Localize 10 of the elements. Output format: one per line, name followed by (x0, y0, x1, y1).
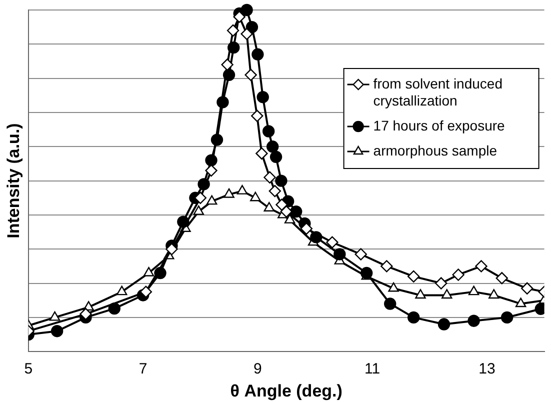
legend-label: from solvent induced crystallization (373, 75, 502, 108)
x-axis-title: θ Angle (deg.) (230, 381, 342, 400)
x-tick-label: 13 (478, 360, 496, 378)
legend-label: armorphous sample (373, 142, 498, 158)
x-tick-label: 5 (24, 360, 33, 378)
x-tick-label: 9 (254, 360, 262, 378)
x-tick-label: 11 (364, 360, 380, 378)
y-axis-title: Intensity (a.u.) (4, 123, 23, 238)
legend-label: 17 hours of exposure (373, 117, 506, 134)
x-tick-label: 7 (138, 360, 148, 378)
